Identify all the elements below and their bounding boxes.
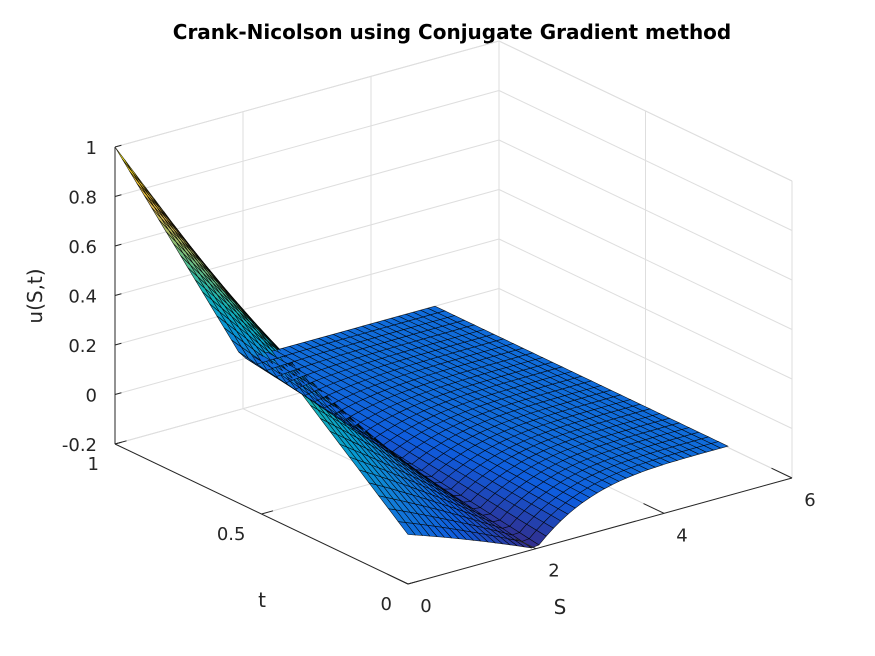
z-tick-mark xyxy=(114,194,122,197)
chart-title: Crank-Nicolson using Conjugate Gradient … xyxy=(173,20,731,44)
z-tick-mark xyxy=(114,342,122,346)
surface xyxy=(114,146,729,549)
y-tick-label: 0.5 xyxy=(217,524,246,545)
x-tick-mark xyxy=(771,467,793,479)
z-axis-label: u(S,t) xyxy=(23,268,47,323)
grid-line xyxy=(114,90,500,197)
x-tick-label: 4 xyxy=(676,525,687,546)
surface-patch xyxy=(114,146,133,172)
y-tick-label: 0 xyxy=(381,594,392,615)
z-tick-label: 1 xyxy=(86,138,97,159)
z-tick-label: 0 xyxy=(86,386,97,407)
z-tick-label: 0.8 xyxy=(68,188,97,209)
x-tick-mark xyxy=(387,573,409,585)
x-axis xyxy=(407,477,793,585)
grid-line xyxy=(498,288,793,429)
grid-line xyxy=(114,139,500,247)
x-axis-label: S xyxy=(554,595,567,619)
x-tick-mark xyxy=(515,538,537,550)
grid-line xyxy=(498,90,793,231)
y-tick-mark xyxy=(407,580,420,585)
x-tick-label: 2 xyxy=(548,561,559,582)
grid-line xyxy=(114,238,500,346)
x-tick-label: 6 xyxy=(804,490,815,511)
grid-line xyxy=(114,40,500,148)
x-tick-label: 0 xyxy=(420,596,431,617)
z-tick-mark xyxy=(114,243,122,247)
y-tick-mark xyxy=(261,510,274,515)
z-tick-mark xyxy=(114,293,122,296)
grid-line xyxy=(498,238,793,380)
grid-line xyxy=(498,189,793,330)
grid-line xyxy=(114,189,500,296)
z-tick-mark xyxy=(114,144,122,148)
z-tick-label: 0.4 xyxy=(68,287,97,308)
grid-line xyxy=(498,40,793,182)
grid-line xyxy=(498,139,793,281)
z-tick-label: 0.2 xyxy=(68,336,97,357)
y-tick-label: 1 xyxy=(88,454,99,475)
axes xyxy=(114,144,793,585)
y-axis-label: t xyxy=(258,588,266,612)
z-tick-mark xyxy=(114,441,122,445)
z-tick-label: -0.2 xyxy=(62,435,97,456)
z-tick-mark xyxy=(114,392,122,395)
z-tick-label: 0.6 xyxy=(68,237,97,258)
x-tick-mark xyxy=(643,503,665,514)
